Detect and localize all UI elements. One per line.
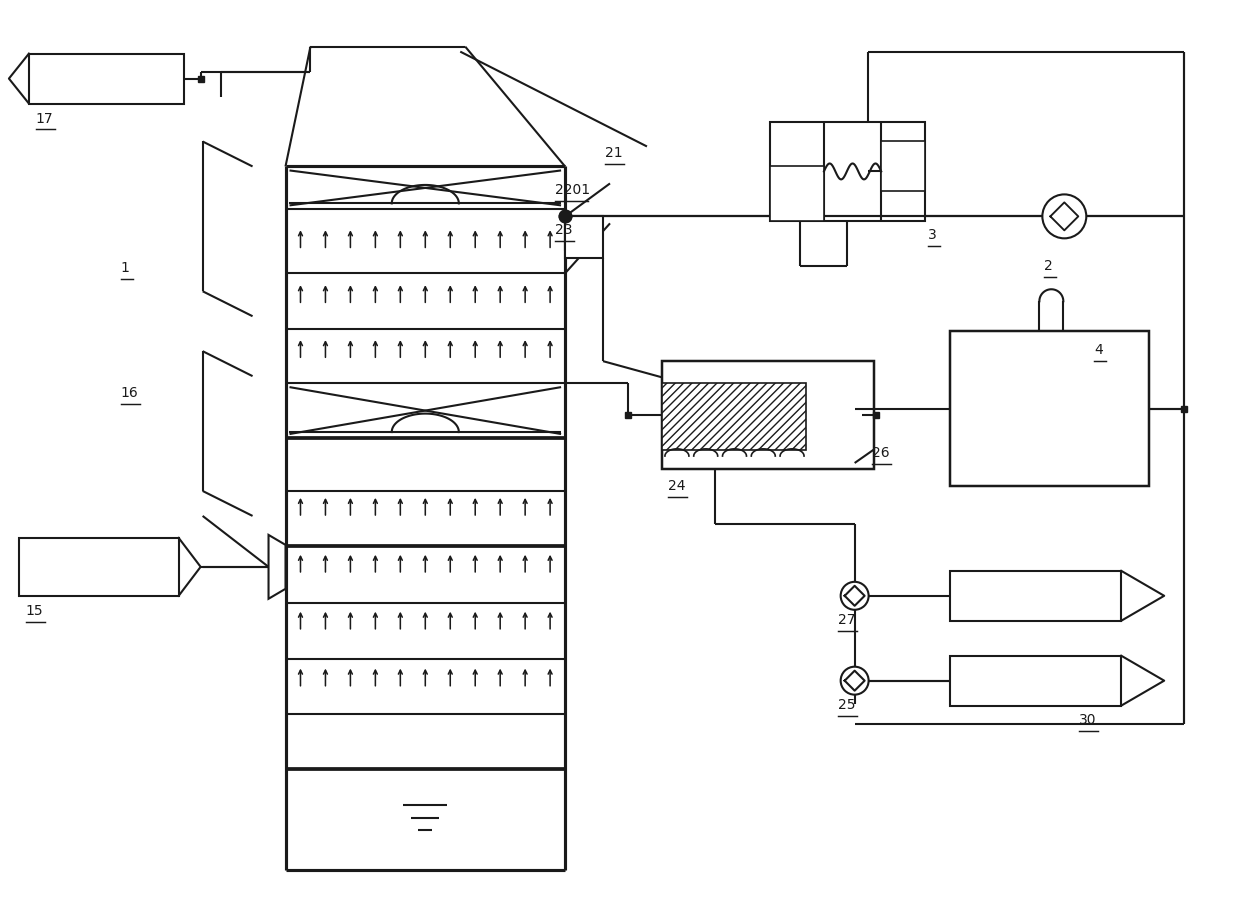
Bar — [770, 167, 823, 221]
Bar — [950, 656, 1121, 705]
Bar — [950, 571, 1121, 621]
Text: 3: 3 — [928, 228, 936, 242]
Text: 2201: 2201 — [556, 183, 590, 197]
Text: 16: 16 — [120, 386, 139, 400]
Bar — [29, 53, 184, 103]
Text: 17: 17 — [36, 111, 53, 125]
Bar — [662, 383, 806, 449]
Bar — [770, 122, 925, 221]
Text: 21: 21 — [605, 146, 622, 160]
Text: 15: 15 — [26, 604, 43, 618]
Bar — [662, 361, 874, 469]
Polygon shape — [269, 535, 285, 599]
Text: 4: 4 — [1094, 344, 1104, 357]
Text: 24: 24 — [668, 479, 686, 493]
Text: 25: 25 — [838, 697, 856, 712]
Text: 23: 23 — [556, 224, 573, 238]
Text: 26: 26 — [872, 446, 889, 460]
Text: 27: 27 — [838, 612, 856, 627]
Text: 30: 30 — [1079, 713, 1097, 727]
Circle shape — [841, 582, 869, 610]
Text: 1: 1 — [120, 262, 130, 275]
Text: 2: 2 — [1044, 260, 1053, 274]
Bar — [565, 216, 603, 258]
Circle shape — [841, 667, 869, 694]
Bar — [882, 142, 925, 192]
Bar — [950, 332, 1149, 486]
Bar — [19, 538, 179, 596]
Circle shape — [1043, 194, 1086, 239]
